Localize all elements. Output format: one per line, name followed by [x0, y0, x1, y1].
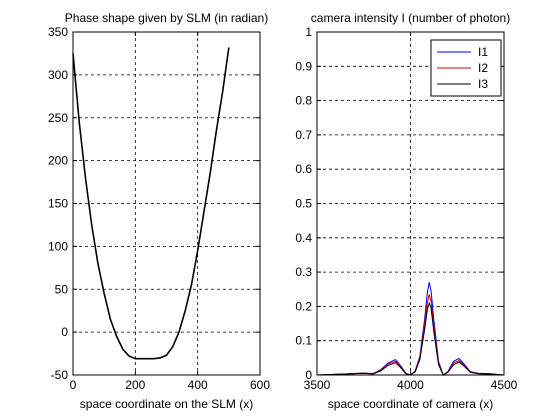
intensity-ytick-label: 1: [305, 25, 312, 39]
intensity-xlabel: space coordinate of camera (x): [328, 397, 493, 411]
intensity-xtick-label: 3500: [304, 378, 331, 392]
phase-ytick-label: 300: [48, 68, 68, 82]
intensity-ytick-label: 0.6: [295, 162, 312, 176]
phase-xtick-label: 0: [70, 378, 77, 392]
legend-label-i3: I3: [478, 77, 488, 91]
phase-axes: Phase shape given by SLM (in radian) spa…: [48, 11, 270, 411]
phase-ytick-label: 250: [48, 111, 68, 125]
phase-ytick-label: 150: [48, 197, 68, 211]
intensity-title: camera intensity I (number of photon): [311, 11, 510, 25]
phase-xtick-label: 200: [125, 378, 145, 392]
intensity-series-i1: [316, 282, 505, 376]
phase-ytick-label: -50: [51, 368, 69, 382]
phase-ytick-label: 100: [48, 239, 68, 253]
legend-label-i2: I2: [478, 61, 488, 75]
intensity-ytick-label: 0.8: [295, 94, 312, 108]
phase-series-0: [72, 47, 230, 360]
phase-ytick-label: 0: [61, 325, 68, 339]
intensity-axes: camera intensity I (number of photon) sp…: [295, 11, 517, 411]
intensity-series-i3: [316, 301, 505, 376]
intensity-ytick-label: 0.1: [295, 334, 312, 348]
phase-title: Phase shape given by SLM (in radian): [65, 11, 268, 25]
legend-label-i1: I1: [478, 45, 488, 59]
intensity-legend: I1 I2 I3: [430, 39, 502, 97]
intensity-ytick-label: 0: [305, 368, 312, 382]
phase-ytick-label: 350: [48, 25, 68, 39]
intensity-ytick-label: 0.3: [295, 265, 312, 279]
phase-ytick-label: 50: [55, 282, 69, 296]
intensity-xtick-label: 4000: [397, 378, 424, 392]
intensity-series-i2: [316, 294, 505, 376]
intensity-ytick-label: 0.2: [295, 299, 312, 313]
intensity-ytick-label: 0.4: [295, 231, 312, 245]
intensity-ytick-label: 0.9: [295, 59, 312, 73]
phase-xtick-label: 400: [188, 378, 208, 392]
phase-xtick-label: 600: [250, 378, 270, 392]
phase-xlabel: space coordinate on the SLM (x): [80, 397, 253, 411]
intensity-xtick-label: 4500: [491, 378, 518, 392]
intensity-ytick-label: 0.5: [295, 197, 312, 211]
intensity-ytick-label: 0.7: [295, 128, 312, 142]
phase-ytick-label: 200: [48, 154, 68, 168]
